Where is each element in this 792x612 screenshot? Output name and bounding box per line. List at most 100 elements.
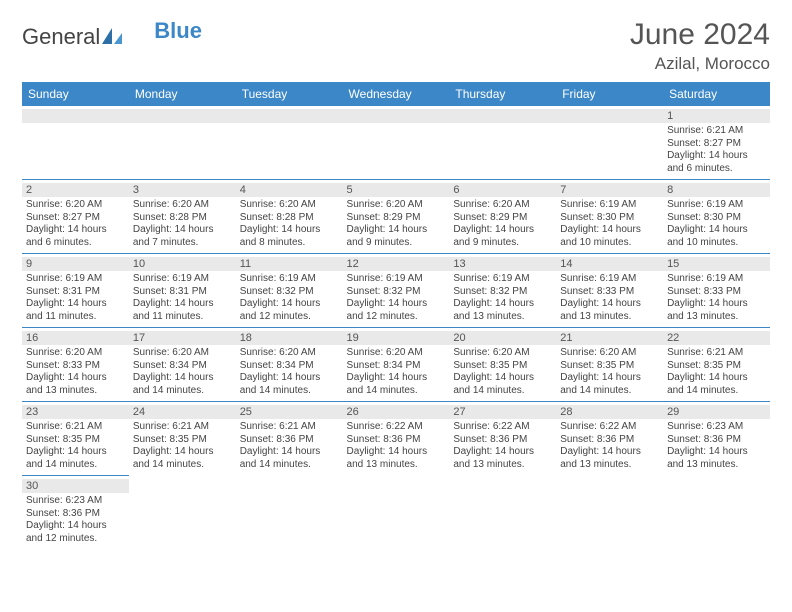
calendar-cell: 19Sunrise: 6:20 AMSunset: 8:34 PMDayligh… [343, 327, 450, 401]
day2-text: and 14 minutes. [133, 459, 232, 472]
sunrise-text: Sunrise: 6:19 AM [560, 199, 659, 212]
day-number: 12 [343, 257, 450, 271]
sunrise-text: Sunrise: 6:20 AM [347, 199, 446, 212]
day-number: 23 [22, 405, 129, 419]
day2-text: and 10 minutes. [560, 237, 659, 250]
sunrise-text: Sunrise: 6:20 AM [240, 199, 339, 212]
sunrise-text: Sunrise: 6:20 AM [453, 347, 552, 360]
sunset-text: Sunset: 8:29 PM [347, 212, 446, 225]
calendar-cell: 7 Sunrise: 6:19 AMSunset: 8:30 PMDaylight… [556, 179, 663, 253]
sunrise-text: Sunrise: 6:23 AM [26, 495, 125, 508]
day2-text: and 11 minutes. [26, 311, 125, 324]
day1-text: Daylight: 14 hours [560, 372, 659, 385]
day2-text: and 13 minutes. [560, 311, 659, 324]
day1-text: Daylight: 14 hours [560, 224, 659, 237]
day2-text: and 12 minutes. [26, 533, 125, 546]
sunrise-text: Sunrise: 6:19 AM [560, 273, 659, 286]
sunset-text: Sunset: 8:33 PM [560, 286, 659, 299]
day-number [129, 109, 236, 123]
sunset-text: Sunset: 8:27 PM [667, 138, 766, 151]
calendar-cell: 2Sunrise: 6:20 AMSunset: 8:27 PMDaylight… [22, 179, 129, 253]
day-number: 16 [22, 331, 129, 345]
day1-text: Daylight: 14 hours [347, 298, 446, 311]
sunrise-text: Sunrise: 6:21 AM [133, 421, 232, 434]
calendar-cell: 21Sunrise: 6:20 AMSunset: 8:35 PMDayligh… [556, 327, 663, 401]
day1-text: Daylight: 14 hours [133, 372, 232, 385]
day2-text: and 7 minutes. [133, 237, 232, 250]
calendar-cell: 27Sunrise: 6:22 AMSunset: 8:36 PMDayligh… [449, 401, 556, 475]
day1-text: Daylight: 14 hours [560, 298, 659, 311]
sunrise-text: Sunrise: 6:20 AM [560, 347, 659, 360]
weekday-header: Sunday [22, 82, 129, 106]
calendar-cell: 26Sunrise: 6:22 AMSunset: 8:36 PMDayligh… [343, 401, 450, 475]
logo: General Blue [22, 18, 202, 50]
sunrise-text: Sunrise: 6:19 AM [453, 273, 552, 286]
sunrise-text: Sunrise: 6:22 AM [453, 421, 552, 434]
day-number: 29 [663, 405, 770, 419]
sunset-text: Sunset: 8:35 PM [133, 434, 232, 447]
calendar-week-row: 23Sunrise: 6:21 AMSunset: 8:35 PMDayligh… [22, 401, 770, 475]
calendar-cell [236, 475, 343, 549]
day-number: 17 [129, 331, 236, 345]
sunrise-text: Sunrise: 6:21 AM [240, 421, 339, 434]
day-number: 10 [129, 257, 236, 271]
day-number: 5 [343, 183, 450, 197]
calendar-cell: 30Sunrise: 6:23 AMSunset: 8:36 PMDayligh… [22, 475, 129, 549]
sunset-text: Sunset: 8:29 PM [453, 212, 552, 225]
sunset-text: Sunset: 8:34 PM [133, 360, 232, 373]
sunrise-text: Sunrise: 6:20 AM [453, 199, 552, 212]
day2-text: and 13 minutes. [560, 459, 659, 472]
day-number: 6 [449, 183, 556, 197]
logo-text-general: General [22, 24, 100, 50]
calendar-week-row: 30Sunrise: 6:23 AMSunset: 8:36 PMDayligh… [22, 475, 770, 549]
calendar-cell: 20Sunrise: 6:20 AMSunset: 8:35 PMDayligh… [449, 327, 556, 401]
calendar-cell: 1Sunrise: 6:21 AMSunset: 8:27 PMDaylight… [663, 106, 770, 179]
calendar-cell [236, 106, 343, 179]
calendar-cell [449, 106, 556, 179]
day2-text: and 14 minutes. [453, 385, 552, 398]
day-number: 27 [449, 405, 556, 419]
day1-text: Daylight: 14 hours [667, 446, 766, 459]
sunset-text: Sunset: 8:30 PM [560, 212, 659, 225]
day-number: 7 [556, 183, 663, 197]
sunset-text: Sunset: 8:34 PM [347, 360, 446, 373]
sunset-text: Sunset: 8:31 PM [133, 286, 232, 299]
day1-text: Daylight: 14 hours [26, 446, 125, 459]
sunset-text: Sunset: 8:35 PM [667, 360, 766, 373]
day1-text: Daylight: 14 hours [667, 298, 766, 311]
weekday-header: Tuesday [236, 82, 343, 106]
day1-text: Daylight: 14 hours [26, 520, 125, 533]
calendar-cell: 24Sunrise: 6:21 AMSunset: 8:35 PMDayligh… [129, 401, 236, 475]
title-block: June 2024 Azilal, Morocco [630, 18, 770, 74]
day1-text: Daylight: 14 hours [560, 446, 659, 459]
sunset-text: Sunset: 8:28 PM [240, 212, 339, 225]
sunset-text: Sunset: 8:34 PM [240, 360, 339, 373]
day-number [556, 109, 663, 123]
calendar-cell: 14 Sunrise: 6:19 AMSunset: 8:33 PMDayligh… [556, 253, 663, 327]
calendar-cell: 9Sunrise: 6:19 AMSunset: 8:31 PMDaylight… [22, 253, 129, 327]
sunset-text: Sunset: 8:33 PM [667, 286, 766, 299]
sunset-text: Sunset: 8:32 PM [347, 286, 446, 299]
day1-text: Daylight: 14 hours [667, 150, 766, 163]
sunrise-text: Sunrise: 6:20 AM [133, 199, 232, 212]
calendar-cell: 16Sunrise: 6:20 AMSunset: 8:33 PMDayligh… [22, 327, 129, 401]
calendar-cell: 4Sunrise: 6:20 AMSunset: 8:28 PMDaylight… [236, 179, 343, 253]
sunset-text: Sunset: 8:36 PM [347, 434, 446, 447]
sunrise-text: Sunrise: 6:20 AM [26, 199, 125, 212]
sunset-text: Sunset: 8:36 PM [560, 434, 659, 447]
day-number [236, 109, 343, 123]
day-number: 22 [663, 331, 770, 345]
calendar-cell: 11Sunrise: 6:19 AMSunset: 8:32 PMDayligh… [236, 253, 343, 327]
calendar-cell: 28Sunrise: 6:22 AMSunset: 8:36 PMDayligh… [556, 401, 663, 475]
day1-text: Daylight: 14 hours [453, 446, 552, 459]
sunrise-text: Sunrise: 6:22 AM [347, 421, 446, 434]
sunset-text: Sunset: 8:32 PM [453, 286, 552, 299]
day-number: 14 [556, 257, 663, 271]
day-number: 25 [236, 405, 343, 419]
day1-text: Daylight: 14 hours [347, 224, 446, 237]
day1-text: Daylight: 14 hours [240, 298, 339, 311]
calendar-cell: 10Sunrise: 6:19 AMSunset: 8:31 PMDayligh… [129, 253, 236, 327]
day-number [22, 109, 129, 123]
sunrise-text: Sunrise: 6:21 AM [667, 125, 766, 138]
sunrise-text: Sunrise: 6:19 AM [240, 273, 339, 286]
